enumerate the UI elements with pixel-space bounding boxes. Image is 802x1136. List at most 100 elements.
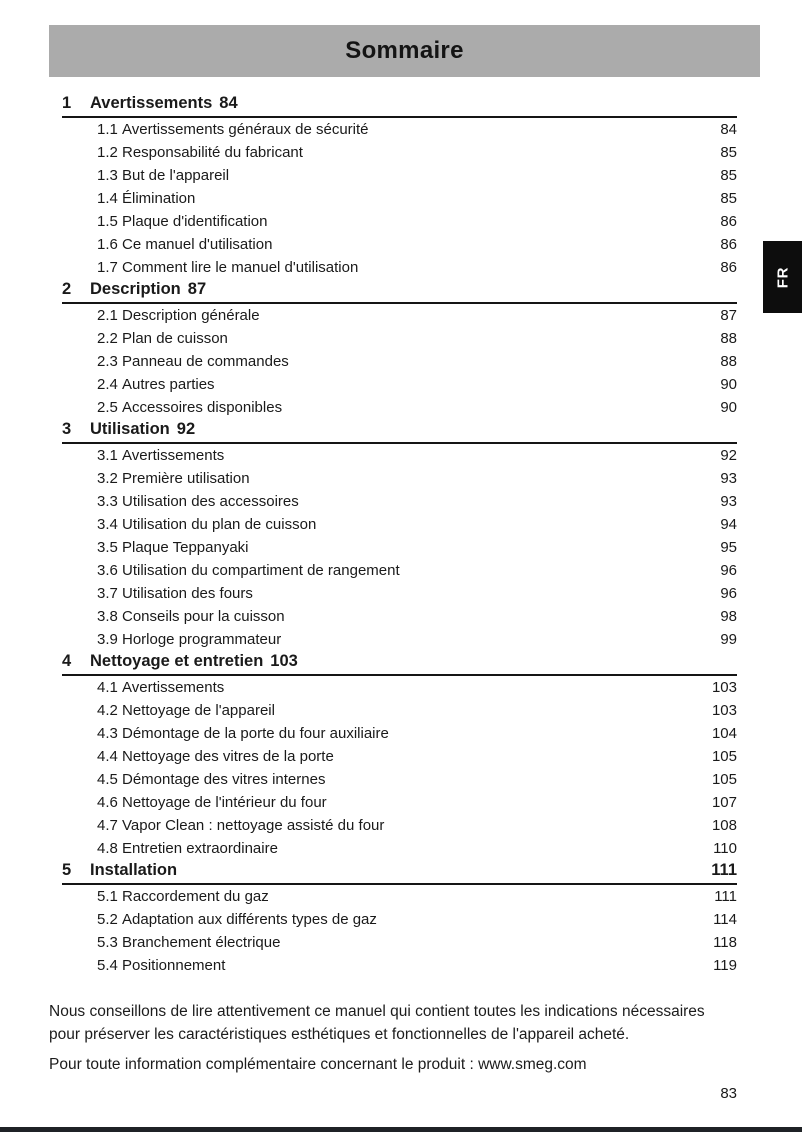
entry-label: Ce manuel d'utilisation: [122, 236, 273, 253]
entry-number: 4.4: [97, 748, 118, 765]
entry-label: Adaptation aux différents types de gaz: [122, 911, 377, 928]
toc-entry-3-3: 3.3 Utilisation des accessoires 93: [62, 490, 737, 513]
toc-entry-2-2: 2.2 Plan de cuisson 88: [62, 327, 737, 350]
entry-label: Élimination: [122, 190, 196, 207]
section-title: Installation: [90, 861, 178, 879]
toc-entry-1-3: 1.3 But de l'appareil 85: [62, 164, 737, 187]
entry-number: 3.7: [97, 585, 118, 602]
entry-number: 5.1: [97, 888, 118, 905]
entry-page: 86: [720, 259, 737, 276]
entry-number: 4.5: [97, 771, 118, 788]
entry-number: 4.2: [97, 702, 118, 719]
entry-label: Utilisation du plan de cuisson: [122, 516, 317, 533]
toc-entry-2-4: 2.4 Autres parties 90: [62, 373, 737, 396]
entry-number: 3.5: [97, 539, 118, 556]
entry-page: 88: [720, 330, 737, 347]
section-number: 1: [62, 94, 72, 112]
entry-number: 4.1: [97, 679, 118, 696]
entry-number: 3.9: [97, 631, 118, 648]
toc-entry-4-6: 4.6 Nettoyage de l'intérieur du four 107: [62, 791, 737, 814]
entry-number: 3.4: [97, 516, 118, 533]
section-page: 84: [219, 94, 238, 112]
section-page: 103: [270, 652, 298, 670]
toc-entry-4-5: 4.5 Démontage des vitres internes 105: [62, 768, 737, 791]
toc-section-heading-2: 2 Description 87: [62, 279, 737, 304]
section-title: Description: [90, 280, 181, 298]
entry-label: Plaque d'identification: [122, 213, 268, 230]
entry-page: 86: [720, 213, 737, 230]
entry-page: 103: [711, 702, 737, 719]
entry-page: 96: [720, 562, 737, 579]
toc-entry-3-5: 3.5 Plaque Teppanyaki 95: [62, 536, 737, 559]
entry-label: Accessoires disponibles: [122, 399, 283, 416]
section-title: Utilisation: [90, 420, 170, 438]
table-of-contents: 1 Avertissements 84 1.1 Avertissements g…: [62, 93, 737, 977]
entry-label: Démontage des vitres internes: [122, 771, 326, 788]
language-tab-fr: FR: [763, 241, 802, 313]
entry-label: Plaque Teppanyaki: [122, 539, 249, 556]
section-number: 3: [62, 420, 72, 438]
toc-entry-2-3: 2.3 Panneau de commandes 88: [62, 350, 737, 373]
entry-label: Utilisation des fours: [122, 585, 253, 602]
entry-label: Utilisation du compartiment de rangement: [122, 562, 400, 579]
entry-label: Avertissements: [122, 679, 225, 696]
entry-number: 1.4: [97, 190, 118, 207]
entry-page: 114: [713, 911, 737, 928]
entry-page: 90: [720, 376, 737, 393]
toc-section-heading-5: 5 Installation 111: [62, 860, 737, 885]
entry-number: 3.6: [97, 562, 118, 579]
entry-label: Nettoyage des vitres de la porte: [122, 748, 334, 765]
toc-entry-1-4: 1.4 Élimination 85: [62, 187, 737, 210]
entry-page: 99: [720, 631, 737, 648]
entry-number: 3.8: [97, 608, 118, 625]
entry-page: 98: [720, 608, 737, 625]
entry-number: 4.8: [97, 840, 118, 857]
entry-number: 5.4: [97, 957, 118, 974]
entry-page: 85: [720, 190, 737, 207]
section-title: Avertissements: [90, 94, 213, 112]
entry-page: 96: [720, 585, 737, 602]
footer-paragraph-2: Pour toute information complémentaire co…: [49, 1056, 587, 1073]
toc-section-heading-3: 3 Utilisation 92: [62, 419, 737, 444]
entry-page: 93: [720, 470, 737, 487]
toc-entry-3-7: 3.7 Utilisation des fours 96: [62, 582, 737, 605]
entry-page: 88: [720, 353, 737, 370]
toc-section-heading-4: 4 Nettoyage et entretien 103: [62, 651, 737, 676]
page-title: Sommaire: [345, 37, 464, 64]
toc-entry-3-8: 3.8 Conseils pour la cuisson 98: [62, 605, 737, 628]
entry-page: 94: [720, 516, 737, 533]
section-title: Nettoyage et entretien: [90, 652, 264, 670]
entry-number: 1.7: [97, 259, 118, 276]
entry-label: Avertissements généraux de sécurité: [122, 121, 369, 138]
toc-entry-3-6: 3.6 Utilisation du compartiment de range…: [62, 559, 737, 582]
toc-entry-1-1: 1.1 Avertissements généraux de sécurité …: [62, 118, 737, 141]
entry-page: 111: [714, 888, 737, 905]
toc-entry-5-1: 5.1 Raccordement du gaz 111: [62, 885, 737, 908]
entry-number: 2.2: [97, 330, 118, 347]
toc-entry-1-5: 1.5 Plaque d'identification 86: [62, 210, 737, 233]
entry-label: Utilisation des accessoires: [122, 493, 299, 510]
entry-number: 2.4: [97, 376, 118, 393]
entry-label: Comment lire le manuel d'utilisation: [122, 259, 359, 276]
toc-entry-4-1: 4.1 Avertissements 103: [62, 676, 737, 699]
entry-number: 2.3: [97, 353, 118, 370]
entry-number: 3.1: [97, 447, 118, 464]
toc-entry-5-3: 5.3 Branchement électrique 118: [62, 931, 737, 954]
toc-entry-4-4: 4.4 Nettoyage des vitres de la porte 105: [62, 745, 737, 768]
toc-entry-5-4: 5.4 Positionnement 119: [62, 954, 737, 977]
footer-line-1: Nous conseillons de lire attentivement c…: [49, 1003, 705, 1020]
toc-entry-1-2: 1.2 Responsabilité du fabricant 85: [62, 141, 737, 164]
entry-number: 2.5: [97, 399, 118, 416]
entry-number: 1.3: [97, 167, 118, 184]
toc-entry-3-1: 3.1 Avertissements 92: [62, 444, 737, 467]
section-number: 5: [62, 861, 72, 879]
entry-label: Première utilisation: [122, 470, 250, 487]
language-tab-label: FR: [773, 266, 791, 288]
section-page: 87: [187, 280, 207, 298]
entry-page: 110: [713, 840, 737, 857]
entry-label: Nettoyage de l'appareil: [122, 702, 275, 719]
section-number: 2: [62, 280, 72, 298]
toc-entry-2-5: 2.5 Accessoires disponibles 90: [62, 396, 737, 419]
toc-entry-4-7: 4.7 Vapor Clean : nettoyage assisté du f…: [62, 814, 737, 837]
entry-page: 104: [711, 725, 737, 742]
